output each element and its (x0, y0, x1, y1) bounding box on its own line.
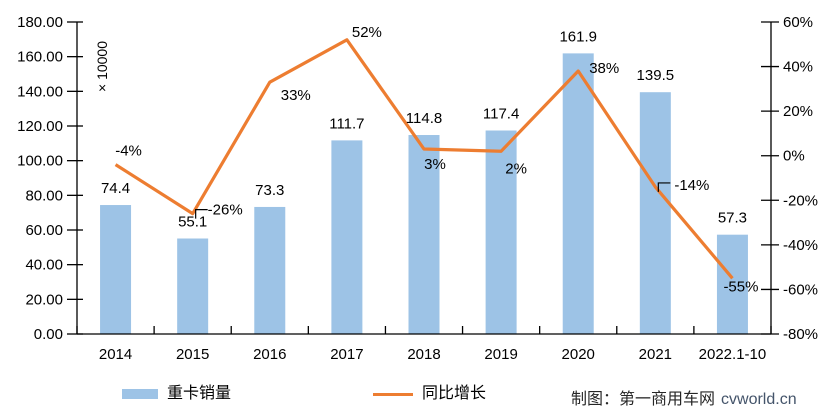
bar-value-label: 57.3 (718, 210, 747, 227)
category-label: 2017 (330, 346, 363, 363)
legend-bar-swatch (122, 389, 158, 399)
category-label: 2020 (562, 346, 595, 363)
legend-item-growth: 同比增长 (373, 385, 486, 403)
bar-2014 (100, 205, 132, 334)
axis-right-tick-label: 20% (783, 103, 813, 120)
pct-label: -14% (674, 177, 709, 194)
bar-2019 (485, 130, 517, 334)
bar-value-label: 117.4 (483, 106, 519, 123)
pct-label: 33% (281, 87, 311, 104)
bar-2020 (562, 53, 594, 335)
axis-right-tick-label: 60% (783, 14, 813, 31)
label-leader-line (657, 182, 671, 192)
pct-label: -55% (723, 278, 758, 295)
axis-left-tick-label: 120.00 (17, 118, 63, 135)
pct-label: 52% (352, 24, 382, 41)
legend-label-growth: 同比增长 (422, 385, 487, 402)
bar-value-label: 139.5 (637, 67, 675, 84)
axis-left-tick-label: 20.00 (25, 291, 63, 308)
credit-text: 制图：第一商用车网 (571, 391, 716, 408)
axis-right-tick-label: 0% (783, 148, 805, 165)
bar-value-label: 161.9 (559, 28, 597, 45)
bar-2022.1-10 (716, 234, 748, 334)
bar-value-label: 111.7 (329, 115, 364, 132)
legend-item-sales: 重卡销量 (122, 385, 231, 403)
axis-left-tick-label: 60.00 (25, 222, 63, 239)
pct-label: -26% (208, 202, 243, 219)
category-label: 2018 (407, 346, 440, 363)
category-label: 2022.1-10 (699, 346, 767, 363)
bar-2017 (331, 140, 363, 334)
left-axis-unit-label: × 10000 (94, 41, 110, 92)
bar-value-label: 55.1 (178, 213, 207, 230)
category-label: 2014 (99, 346, 132, 363)
axis-right-tick-label: -80% (783, 326, 818, 343)
legend-line-swatch (373, 392, 413, 396)
axis-left-tick-label: 40.00 (25, 257, 63, 274)
axis-left-tick-label: 100.00 (17, 153, 63, 170)
axis-left-tick-label: 80.00 (25, 187, 63, 204)
credit-site: cvworld.cn (721, 391, 797, 408)
axis-left-tick-label: 140.00 (17, 83, 63, 100)
axis-right-tick-label: -60% (783, 281, 818, 298)
chart-credit: 制图：第一商用车网 cvworld.cn (571, 385, 797, 409)
bar-2021 (639, 92, 671, 334)
bar-2018 (408, 135, 440, 334)
pct-label: 38% (589, 60, 619, 77)
axis-right-tick-label: -20% (783, 192, 818, 209)
axis-left-tick-label: 0.00 (34, 326, 63, 343)
pct-label: -4% (115, 143, 142, 160)
bar-value-label: 73.3 (255, 182, 284, 199)
bar-value-label: 74.4 (101, 180, 130, 197)
category-label: 2015 (176, 346, 209, 363)
pct-label: 2% (505, 160, 527, 177)
category-label: 2019 (484, 346, 517, 363)
category-label: 2021 (639, 346, 672, 363)
pct-label: 3% (424, 156, 446, 173)
growth-trend-line (114, 38, 734, 280)
category-label: 2016 (253, 346, 286, 363)
axis-right-tick-label: 40% (783, 59, 813, 76)
label-leader-line (195, 209, 208, 219)
bar-2016 (254, 206, 286, 334)
legend-label-sales: 重卡销量 (167, 385, 232, 402)
axis-left-tick-label: 160.00 (17, 49, 63, 66)
axis-right-tick-label: -40% (783, 237, 818, 254)
axis-left-tick-label: 180.00 (17, 14, 63, 31)
bar-2015 (177, 238, 209, 334)
bar-value-label: 114.8 (406, 110, 442, 127)
